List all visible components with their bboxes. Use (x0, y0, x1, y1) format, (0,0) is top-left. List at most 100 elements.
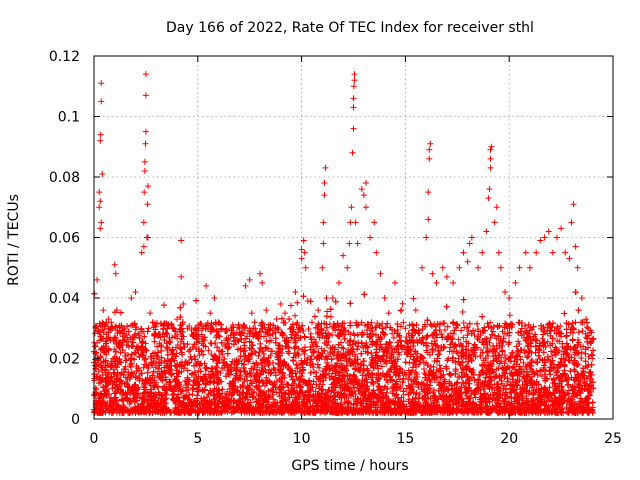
data-point (214, 360, 221, 367)
data-point (460, 334, 467, 341)
data-point (436, 362, 443, 369)
data-point (399, 300, 406, 307)
data-point (554, 337, 561, 344)
data-point (379, 325, 386, 332)
data-point (588, 336, 595, 343)
data-point (222, 341, 229, 348)
data-point (184, 367, 191, 374)
data-point (450, 330, 457, 337)
data-point (241, 368, 248, 375)
data-point (292, 395, 299, 402)
data-point (95, 368, 102, 375)
data-point (348, 360, 355, 367)
data-point (275, 326, 282, 333)
data-point (325, 338, 332, 345)
data-point (350, 330, 357, 337)
data-point (539, 335, 546, 342)
data-point (524, 354, 531, 361)
data-point (130, 333, 137, 340)
data-point (453, 348, 460, 355)
data-point (394, 384, 401, 391)
data-point (368, 319, 375, 326)
data-point (436, 350, 443, 357)
data-point (347, 331, 354, 338)
data-point (189, 391, 196, 398)
data-point (418, 379, 425, 386)
data-point (267, 337, 274, 344)
data-point (107, 364, 114, 371)
data-point (110, 337, 117, 344)
data-point (515, 338, 522, 345)
data-point (513, 353, 520, 360)
data-point (525, 321, 532, 328)
data-point (294, 299, 301, 306)
data-point (489, 328, 496, 335)
data-point (520, 359, 527, 366)
data-point (299, 346, 306, 353)
data-point (135, 330, 142, 337)
data-point (213, 374, 220, 381)
data-point (444, 323, 451, 330)
data-point (538, 373, 545, 380)
data-point (413, 336, 420, 343)
data-point (316, 364, 323, 371)
data-point (266, 366, 273, 373)
data-point (588, 351, 595, 358)
data-point (450, 348, 457, 355)
data-point (319, 381, 326, 388)
data-point (487, 334, 494, 341)
data-point (198, 331, 205, 338)
data-point (536, 356, 543, 363)
data-point (455, 355, 462, 362)
data-point (455, 336, 462, 343)
data-point (262, 344, 269, 351)
data-point (141, 333, 148, 340)
data-point (250, 360, 257, 367)
data-point (125, 351, 132, 358)
data-point (145, 325, 152, 332)
data-point (340, 345, 347, 352)
data-point (447, 330, 454, 337)
data-point (233, 329, 240, 336)
data-point (471, 332, 478, 339)
data-point (506, 312, 513, 319)
data-point (486, 339, 493, 346)
data-point (587, 368, 594, 375)
data-point (390, 334, 397, 341)
data-point (463, 324, 470, 331)
data-point (292, 312, 299, 319)
data-point (162, 329, 169, 336)
data-point (572, 319, 579, 326)
data-point (147, 353, 154, 360)
data-point (91, 330, 98, 337)
data-point (487, 319, 494, 326)
data-point (397, 323, 404, 330)
data-point (557, 323, 564, 330)
data-point (200, 351, 207, 358)
data-point (568, 354, 575, 361)
data-point (396, 376, 403, 383)
data-point (400, 319, 407, 326)
data-point (409, 321, 416, 328)
data-point (308, 353, 315, 360)
data-point (410, 295, 417, 302)
data-point (208, 351, 215, 358)
data-point (427, 379, 434, 386)
data-point (547, 348, 554, 355)
data-point (205, 347, 212, 354)
data-point (459, 308, 466, 315)
data-point (570, 366, 577, 373)
data-point (468, 357, 475, 364)
data-point (208, 340, 215, 347)
data-point (424, 343, 431, 350)
data-point (115, 376, 122, 383)
data-point (196, 352, 203, 359)
data-point (578, 349, 585, 356)
data-point (351, 384, 358, 391)
data-point (574, 362, 581, 369)
data-point (102, 399, 109, 406)
data-points (91, 71, 597, 416)
data-point (421, 365, 428, 372)
data-point (326, 370, 333, 377)
